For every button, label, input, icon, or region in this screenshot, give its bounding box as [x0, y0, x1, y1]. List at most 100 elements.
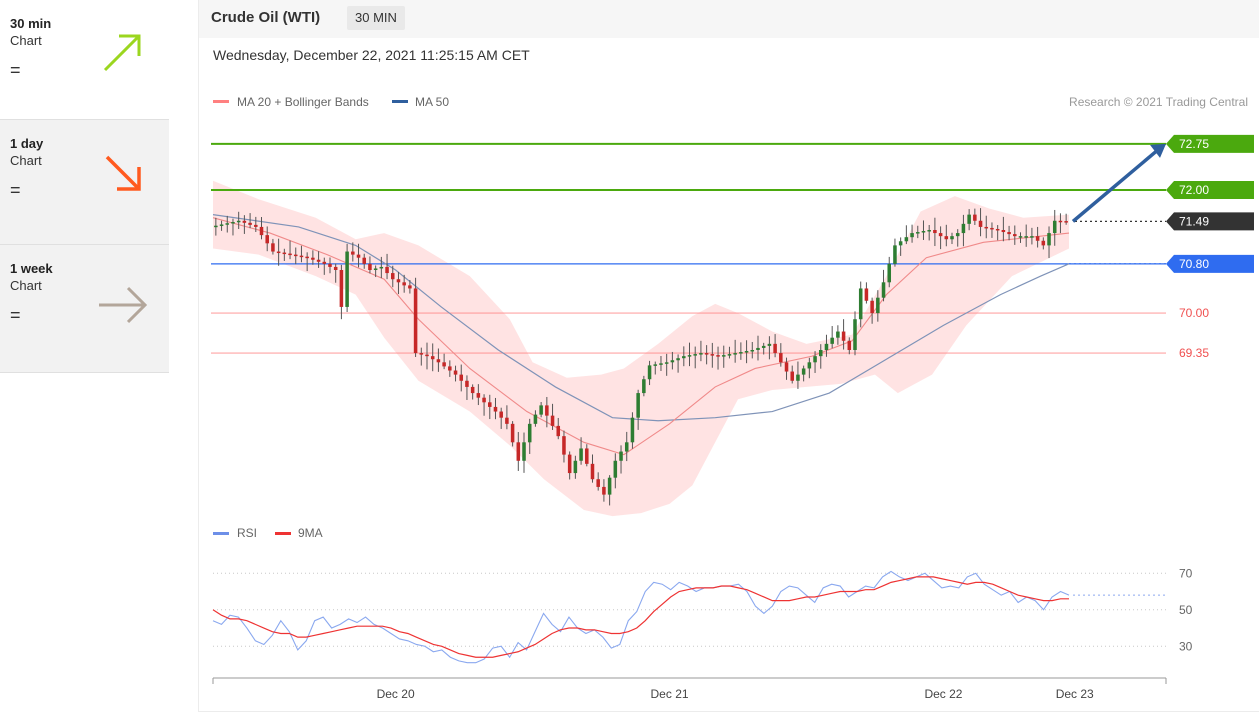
instrument-title: Crude Oil (WTI)	[211, 9, 321, 26]
candle-body	[761, 345, 766, 348]
candle-body	[824, 343, 829, 350]
candle-body	[493, 406, 498, 412]
candle-body	[995, 228, 1000, 231]
card-subtitle: Chart	[10, 153, 42, 168]
timeframe-card-1day[interactable]: 1 day Chart =	[0, 119, 169, 245]
timeframe-badge[interactable]: 30 MIN	[347, 6, 405, 30]
candle-body	[619, 451, 623, 461]
candle-body	[248, 222, 252, 225]
candle-body	[784, 362, 789, 372]
chart-timestamp: Wednesday, December 22, 2021 11:25:15 AM…	[213, 47, 530, 63]
time-tick-label: Dec 23	[1056, 687, 1094, 701]
candle-body	[316, 259, 321, 262]
up-right-arrow-icon	[103, 34, 141, 72]
candle-body	[904, 237, 909, 242]
candle-body	[1058, 220, 1063, 223]
candle-body	[276, 251, 281, 254]
timeframe-card-30min[interactable]: 30 min Chart =	[0, 0, 169, 125]
candle-body	[333, 266, 338, 270]
candle-body	[299, 255, 304, 258]
candle-body	[573, 460, 578, 474]
time-tick-label: Dec 21	[651, 687, 689, 701]
candle-body	[545, 405, 549, 416]
candle-body	[488, 402, 492, 407]
rsi-legend-label: RSI	[237, 526, 257, 540]
candle-body	[636, 393, 640, 418]
price-tag-72.75	[1166, 134, 1254, 153]
timeframe-card-1week[interactable]: 1 week Chart =	[0, 244, 169, 373]
candle-body	[944, 236, 949, 240]
candle-body	[328, 263, 332, 267]
card-opinion: =	[10, 60, 21, 80]
candle-body	[596, 479, 600, 487]
candle-body	[676, 358, 680, 361]
candle-body	[259, 226, 264, 236]
candle-body	[984, 226, 989, 229]
price-chart-svg: MA 20 + Bollinger Bands MA 50 Research ©…	[211, 95, 1254, 701]
candle-body	[288, 253, 292, 256]
candle-body	[585, 448, 589, 464]
candle-body	[436, 359, 441, 363]
candle-body	[499, 411, 503, 418]
candle-body	[556, 425, 561, 437]
candle-body	[670, 360, 675, 363]
price-panel: 72.75 72.00 71.49 70.80 70.00 69.35	[211, 134, 1254, 517]
card-title: 1 week	[10, 261, 53, 276]
rsi-tick-label: 70	[1179, 566, 1193, 580]
candle-body	[659, 363, 663, 365]
candle-body	[973, 214, 977, 221]
candle-body	[385, 266, 389, 274]
candle-body	[356, 254, 361, 258]
candle-body	[1024, 236, 1028, 238]
candle-body	[1035, 236, 1040, 241]
candle-body	[1007, 232, 1011, 235]
candle-body	[527, 423, 532, 443]
candle-body	[373, 268, 378, 270]
candle-body	[847, 340, 852, 350]
level-label: 69.35	[1179, 346, 1209, 360]
candle-body	[876, 297, 880, 314]
candle-body	[236, 220, 241, 223]
card-opinion: =	[10, 305, 21, 325]
rsi-tick-label: 30	[1179, 639, 1193, 653]
forecast-arrow-head	[1150, 143, 1166, 158]
candle-body	[516, 442, 521, 461]
candle-body	[562, 436, 566, 455]
candle-body	[390, 273, 395, 280]
candle-body	[425, 354, 429, 357]
time-axis: Dec 20 Dec 21 Dec 22 Dec 23	[212, 677, 1167, 701]
candle-body	[955, 233, 960, 237]
candle-body	[539, 405, 543, 415]
candle-body	[961, 223, 966, 234]
candle-body	[242, 220, 247, 223]
candle-body	[893, 245, 897, 264]
candle-body	[396, 279, 401, 283]
forecast-arrow-line	[1071, 148, 1160, 223]
rsi-ma-legend-swatch	[275, 532, 291, 535]
candle-body	[990, 227, 994, 230]
candle-body	[927, 230, 931, 232]
card-subtitle: Chart	[10, 278, 42, 293]
candle-body	[693, 354, 697, 356]
candle-body	[916, 232, 920, 234]
time-tick-label: Dec 20	[377, 687, 415, 701]
candle-body	[967, 214, 971, 224]
candle-body	[1018, 236, 1023, 238]
ma50-legend-label: MA 50	[415, 95, 449, 109]
candle-body	[379, 266, 384, 269]
candle-body	[756, 347, 760, 350]
price-tag-label: 70.80	[1179, 257, 1209, 271]
rsi-line	[212, 570, 1070, 664]
candle-body	[510, 423, 515, 443]
candle-body	[1052, 220, 1057, 234]
candle-body	[453, 370, 458, 375]
candle-body	[721, 355, 726, 357]
card-title: 30 min	[10, 16, 52, 31]
candle-body	[419, 353, 424, 355]
price-tag-label: 72.00	[1179, 183, 1209, 197]
candle-body	[801, 368, 806, 375]
candle-body	[607, 477, 612, 495]
candle-body	[682, 356, 686, 359]
candle-body	[1064, 221, 1068, 223]
candle-body	[505, 417, 509, 424]
